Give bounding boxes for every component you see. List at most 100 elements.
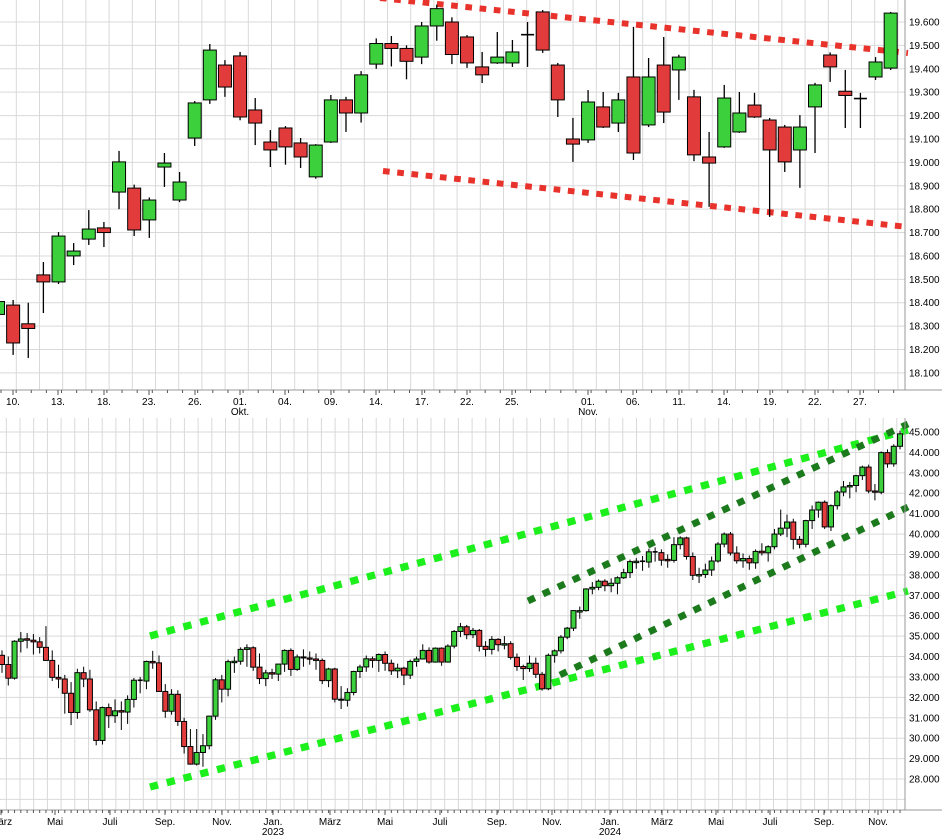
candle[interactable] — [262, 669, 269, 687]
candle[interactable] — [641, 58, 656, 128]
candle[interactable] — [717, 84, 732, 148]
candle[interactable] — [727, 532, 734, 556]
candle[interactable] — [758, 543, 765, 556]
candle[interactable] — [96, 222, 111, 248]
candle[interactable] — [143, 660, 150, 690]
candle[interactable] — [545, 653, 552, 691]
candle[interactable] — [162, 684, 169, 718]
candle[interactable] — [0, 298, 5, 326]
candle[interactable] — [36, 637, 43, 654]
candle[interactable] — [338, 686, 345, 709]
candle[interactable] — [105, 703, 112, 728]
ascending-channel-dark-upper[interactable] — [526, 420, 910, 605]
candle[interactable] — [212, 677, 219, 720]
candle[interactable] — [677, 536, 684, 550]
candle[interactable] — [520, 664, 527, 681]
candle[interactable] — [714, 542, 721, 563]
candle[interactable] — [112, 699, 119, 723]
candle[interactable] — [576, 606, 583, 619]
candle[interactable] — [581, 90, 596, 143]
candle[interactable] — [168, 689, 175, 715]
candle[interactable] — [457, 622, 464, 638]
candle[interactable] — [683, 536, 690, 560]
candle[interactable] — [21, 302, 36, 358]
candle[interactable] — [640, 555, 646, 571]
candle[interactable] — [871, 484, 878, 501]
candle[interactable] — [269, 668, 276, 679]
candle[interactable] — [187, 729, 194, 765]
candle[interactable] — [394, 663, 401, 678]
candle[interactable] — [199, 734, 206, 767]
candle[interactable] — [313, 653, 319, 670]
candle[interactable] — [157, 153, 172, 187]
candle[interactable] — [331, 667, 338, 703]
candle[interactable] — [202, 43, 217, 104]
candle[interactable] — [765, 545, 772, 562]
candle[interactable] — [17, 632, 24, 653]
candle[interactable] — [86, 669, 93, 712]
candle[interactable] — [172, 171, 187, 203]
candle[interactable] — [74, 668, 81, 719]
candle[interactable] — [883, 11, 898, 70]
candle[interactable] — [733, 546, 740, 564]
candle[interactable] — [426, 647, 433, 664]
candle[interactable] — [565, 117, 580, 162]
candle[interactable] — [118, 701, 125, 731]
candle[interactable] — [550, 62, 565, 117]
candle[interactable] — [127, 184, 142, 237]
candle[interactable] — [859, 465, 866, 480]
candle[interactable] — [664, 554, 671, 568]
candle[interactable] — [752, 549, 759, 569]
candle[interactable] — [784, 514, 790, 538]
candle[interactable] — [620, 568, 627, 579]
candle[interactable] — [627, 559, 633, 578]
candle[interactable] — [350, 670, 357, 696]
candle[interactable] — [535, 10, 550, 53]
candle[interactable] — [308, 144, 323, 179]
candle[interactable] — [853, 92, 867, 128]
candle[interactable] — [137, 676, 143, 694]
candle[interactable] — [206, 715, 213, 750]
candle[interactable] — [80, 666, 87, 688]
candle[interactable] — [323, 94, 338, 143]
candle[interactable] — [382, 651, 389, 671]
candle[interactable] — [513, 653, 520, 671]
candle[interactable] — [231, 656, 238, 673]
candle[interactable] — [149, 650, 156, 669]
candle[interactable] — [708, 556, 715, 576]
candle[interactable] — [344, 688, 351, 707]
candle[interactable] — [696, 567, 703, 584]
candle[interactable] — [490, 32, 505, 64]
candle[interactable] — [275, 663, 282, 682]
candle[interactable] — [68, 682, 75, 726]
candle[interactable] — [181, 717, 188, 754]
candle[interactable] — [884, 449, 891, 468]
candle[interactable] — [414, 21, 429, 65]
candle[interactable] — [495, 638, 502, 652]
candle[interactable] — [840, 480, 847, 497]
candle[interactable] — [878, 451, 885, 495]
candle[interactable] — [838, 69, 853, 128]
candle[interactable] — [36, 262, 51, 314]
candle[interactable] — [407, 659, 414, 679]
candle[interactable] — [740, 553, 747, 568]
candle[interactable] — [237, 647, 244, 665]
candle[interactable] — [865, 464, 872, 494]
candle[interactable] — [217, 60, 232, 97]
candle[interactable] — [771, 528, 778, 550]
candle[interactable] — [796, 536, 803, 549]
candle[interactable] — [777, 124, 792, 172]
candle[interactable] — [142, 197, 157, 238]
candle[interactable] — [81, 210, 96, 245]
candle[interactable] — [130, 677, 137, 708]
candle[interactable] — [702, 563, 709, 578]
candle[interactable] — [11, 640, 18, 680]
candle[interactable] — [5, 656, 12, 686]
candle[interactable] — [6, 299, 21, 355]
candle[interactable] — [49, 650, 56, 682]
candle[interactable] — [66, 243, 81, 266]
candle[interactable] — [732, 91, 747, 133]
candle[interactable] — [564, 626, 571, 640]
candle[interactable] — [248, 98, 263, 146]
